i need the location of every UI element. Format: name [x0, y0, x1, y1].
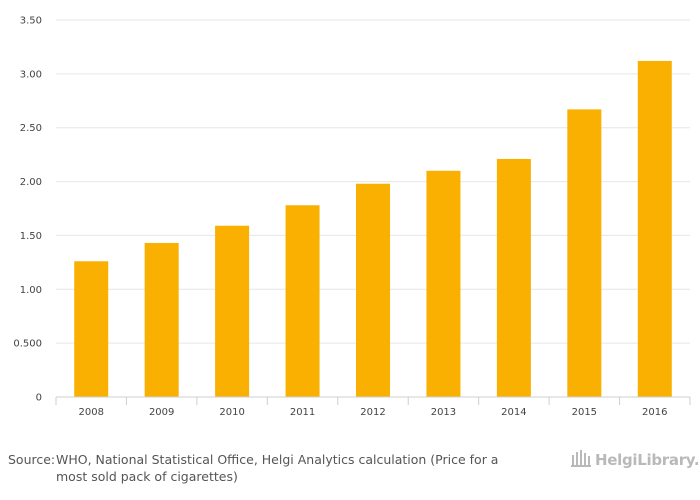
bar-2009[interactable] [144, 242, 179, 397]
source-label: Source: [8, 452, 56, 467]
bar-2016[interactable] [637, 60, 672, 397]
bar-2008[interactable] [74, 261, 109, 397]
x-tick-label: 2011 [290, 407, 315, 418]
y-tick-label: 0 [36, 393, 42, 404]
y-tick-label: 0.500 [13, 339, 42, 350]
library-building-icon [570, 449, 592, 471]
y-tick-label: 1.00 [20, 285, 42, 296]
bar-2011[interactable] [285, 205, 320, 397]
bars [74, 60, 672, 397]
source-text-line2: most sold pack of cigarettes) [56, 469, 238, 484]
source-text-line1: WHO, National Statistical Office, Helgi … [56, 452, 499, 467]
x-tick-label: 2010 [219, 407, 244, 418]
y-tick-label: 1.50 [20, 231, 42, 242]
brand-name: HelgiLibrary. [595, 451, 700, 469]
source-note: Source:WHO, National Statistical Office,… [8, 451, 548, 485]
helgi-library-logo[interactable]: HelgiLibrary. [570, 448, 700, 472]
x-axis [55, 396, 691, 405]
x-tick-label: 2009 [149, 407, 174, 418]
bar-2012[interactable] [356, 183, 390, 397]
x-tick-label: 2014 [501, 407, 526, 418]
y-tick-label: 2.50 [20, 123, 42, 134]
y-tick-label: 3.50 [20, 16, 42, 27]
bar-2014[interactable] [496, 158, 531, 397]
bar-2015[interactable] [567, 109, 602, 397]
x-tick-label: 2015 [572, 407, 597, 418]
y-axis-tick-labels: 0 0.500 1.00 1.50 2.00 2.50 3.00 3.50 [13, 16, 42, 404]
x-tick-label: 2008 [78, 407, 103, 418]
x-tick-label: 2012 [360, 407, 385, 418]
x-tick-label: 2016 [642, 407, 667, 418]
y-tick-label: 2.00 [20, 177, 42, 188]
x-tick-label: 2013 [431, 407, 456, 418]
y-tick-label: 3.00 [20, 69, 42, 80]
x-axis-tick-labels: 2008 2009 2010 2011 2012 2013 2014 2015 2016 [78, 407, 667, 418]
bar-2010[interactable] [215, 225, 250, 397]
bar-2013[interactable] [426, 170, 461, 397]
